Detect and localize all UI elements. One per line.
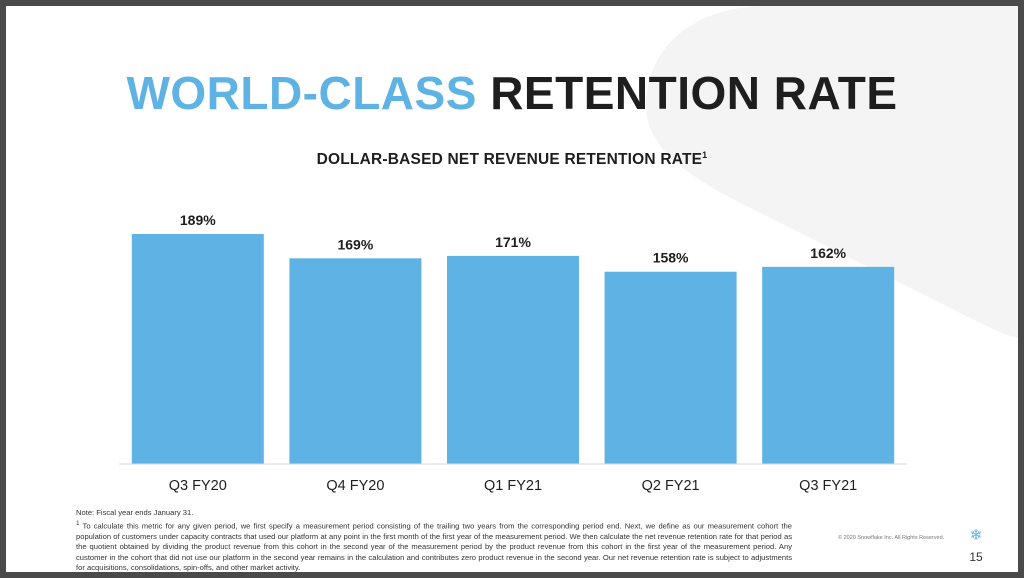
footnote-marker: 1 (76, 519, 80, 527)
footnotes: Note: Fiscal year ends January 31. 1 To … (76, 508, 792, 572)
data-label: 171% (495, 234, 531, 250)
bar-q4-fy20 (289, 258, 422, 464)
page-number: 15 (969, 550, 983, 564)
x-tick-label: Q4 FY20 (326, 478, 384, 494)
data-label: 189% (180, 212, 216, 228)
copyright: © 2020 Snowflake Inc. All Rights Reserve… (838, 535, 945, 541)
slide: WORLD-CLASS RETENTION RATE DOLLAR-BASED … (6, 6, 1018, 572)
bar-chart: 189% Q3 FY20 169% Q4 FY20 171% Q1 FY21 158% Q2 … (119, 212, 907, 494)
chart-title-footnote-marker: 1 (702, 150, 708, 160)
title-main: RETENTION RATE (490, 67, 898, 119)
page-title: WORLD-CLASS RETENTION RATE (6, 70, 1018, 116)
data-label: 162% (810, 245, 846, 261)
footnote-1: 1 To calculate this metric for any given… (76, 519, 792, 573)
footnote-text: To calculate this metric for any given p… (76, 521, 792, 572)
bar-q1-fy21 (447, 255, 579, 464)
data-label: 158% (653, 250, 689, 266)
bar-q2-fy21 (604, 271, 737, 464)
bar-q3-fy21 (762, 266, 895, 464)
chart-title-text: DOLLAR-BASED NET REVENUE RETENTION RATE (316, 151, 703, 168)
title-accent: WORLD-CLASS (126, 67, 477, 119)
snowflake-icon: ❄ (969, 527, 983, 544)
x-tick-label: Q3 FY20 (169, 478, 227, 494)
bar-q3-fy20 (131, 234, 264, 464)
x-tick-label: Q3 FY21 (799, 478, 857, 494)
fiscal-note: Note: Fiscal year ends January 31. (76, 508, 194, 517)
chart-title: DOLLAR-BASED NET REVENUE RETENTION RATE1 (6, 150, 1018, 169)
background-decoration (646, 6, 1018, 338)
x-tick-label: Q2 FY21 (642, 478, 700, 494)
x-tick-label: Q1 FY21 (484, 478, 542, 494)
data-label: 169% (337, 236, 373, 252)
